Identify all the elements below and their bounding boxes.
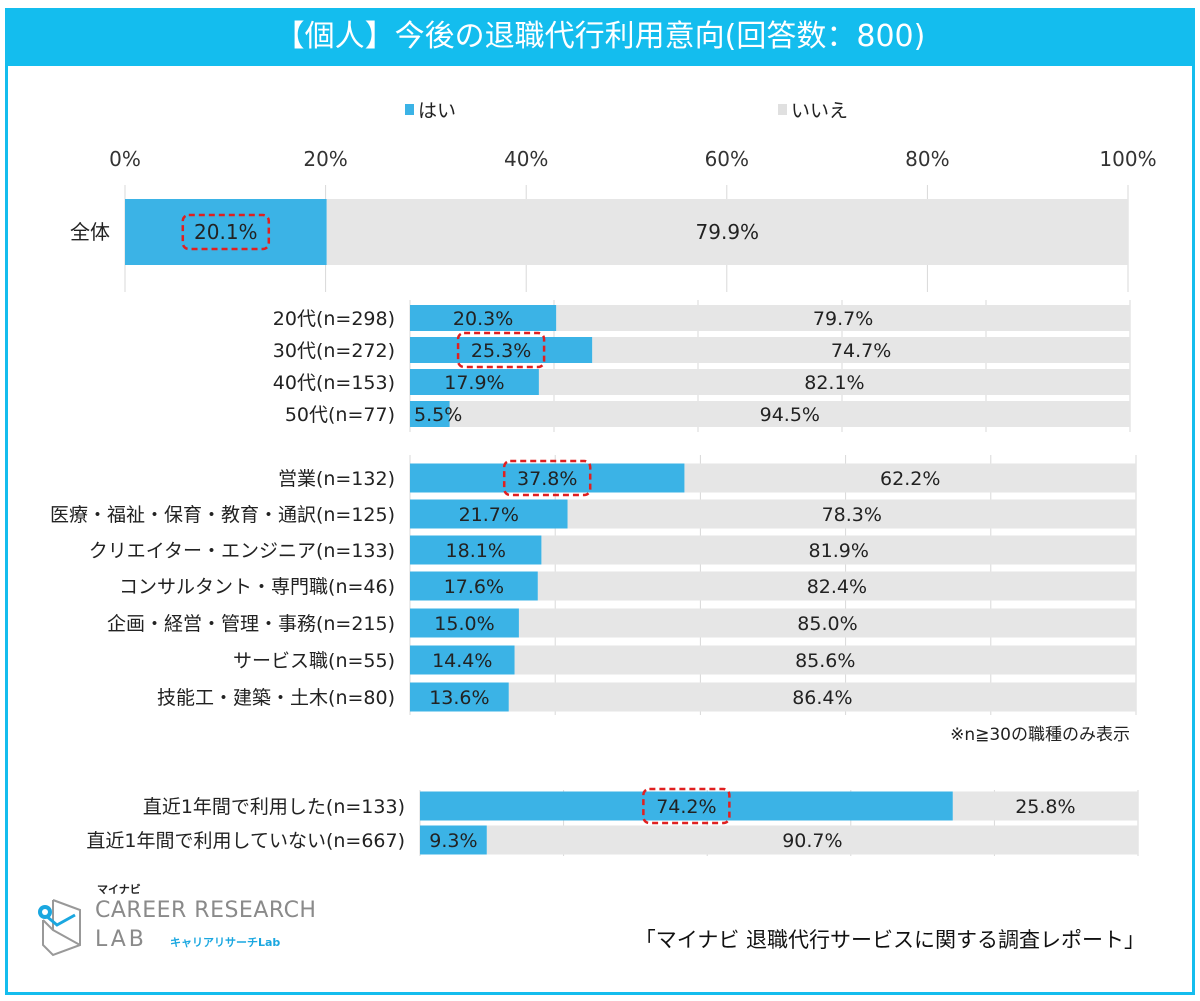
category-label: クリエイター・エンジニア(n=133) [89,540,395,562]
x-tick-label: 80% [905,147,949,171]
x-tick-label: 100% [1099,147,1156,171]
source-text: 「マイナビ 退職代行サービスに関する調査レポート」 [634,928,1145,952]
bar-no [541,535,1136,565]
data-label-no: 82.4% [807,576,867,598]
data-label-no: 94.5% [760,404,820,426]
logo: マイナビ CAREER RESEARCH LAB キャリアリサーチLab [35,884,335,974]
data-label-no: 79.9% [696,220,760,244]
category-label: 30代(n=272) [273,340,395,362]
bar-yes [410,499,568,529]
data-label-yes: 25.3% [471,340,531,362]
bar-yes [420,791,953,821]
category-label: 40代(n=153) [273,372,395,394]
x-tick-label: 60% [705,147,749,171]
data-label-yes: 15.0% [434,613,494,635]
x-tick-label: 0% [109,147,141,171]
category-label: サービス職(n=55) [233,650,395,672]
data-label-yes: 9.3% [429,830,477,852]
bar-no [514,645,1136,675]
highlight-box [181,213,271,251]
category-label: 直近1年間で利用した(n=133) [143,796,405,818]
logo-kana: キャリアリサーチLab [170,936,281,949]
data-label-yes: 20.3% [453,308,513,330]
legend-label-0: はい [418,100,456,122]
data-label-yes: 13.6% [429,687,489,709]
bar-yes [410,401,450,427]
data-label-no: 25.8% [1015,796,1075,818]
data-label-yes: 21.7% [459,504,519,526]
bar-yes [410,369,539,395]
bar-no [592,337,1130,363]
bar-yes [410,571,538,601]
bar-no [486,825,1138,855]
bar-yes [410,337,593,363]
data-label-no: 79.7% [813,308,873,330]
bar-no [538,369,1130,395]
data-label-yes: 14.4% [432,650,492,672]
category-label: 50代(n=77) [285,404,395,426]
bar-yes [410,535,542,565]
data-label-no: 86.4% [792,687,852,709]
data-label-yes: 37.8% [517,468,577,490]
bar-no [508,682,1137,712]
legend-label-1: いいえ [791,100,848,122]
bar-yes [410,608,519,638]
data-label-no: 81.9% [809,540,869,562]
bar-yes [420,825,487,855]
data-label-yes: 74.2% [656,796,716,818]
data-label-no: 85.6% [795,650,855,672]
chart-title: 【個人】今後の退職代行利用意向(回答数：800) [5,8,1195,66]
data-label-yes: 17.9% [444,372,504,394]
bar-no [556,305,1130,331]
data-label-no: 90.7% [782,830,842,852]
data-label-no: 85.0% [797,613,857,635]
data-label-yes: 17.6% [444,576,504,598]
bar-yes [410,645,515,675]
bar-yes [410,305,557,331]
category-label: 企画・経営・管理・事務(n=215) [107,613,395,635]
legend-swatch-1 [778,104,787,115]
highlight-box [502,459,592,497]
highlight-box [456,331,546,369]
bar-no [326,199,1128,265]
bar-no [952,791,1138,821]
bar-yes [125,199,327,265]
bar-no [518,608,1136,638]
logo-line2: LAB [95,927,147,952]
bar-yes [410,463,685,493]
x-tick-label: 20% [303,147,347,171]
category-label: 営業(n=132) [278,468,395,490]
bar-yes [410,682,509,712]
legend-swatch-0 [405,104,414,115]
logo-brand: マイナビ [97,883,141,896]
data-label-yes: 18.1% [446,540,506,562]
bar-no [684,463,1136,493]
category-label: コンサルタント・専門職(n=46) [119,576,395,598]
data-label-yes: 20.1% [194,220,258,244]
category-label: 直近1年間で利用していない(n=667) [86,830,405,852]
bar-no [537,571,1136,601]
data-label-no: 78.3% [822,504,882,526]
x-tick-label: 40% [504,147,548,171]
bar-no [449,401,1131,427]
bar-no [567,499,1136,529]
category-label: 20代(n=298) [273,308,395,330]
logo-cube-icon [38,899,81,957]
data-label-no: 62.2% [880,468,940,490]
data-label-yes: 5.5% [414,404,462,426]
logo-line1: CAREER RESEARCH [95,898,317,923]
highlight-box [642,787,731,825]
data-label-no: 82.1% [804,372,864,394]
data-label-no: 74.7% [831,340,891,362]
category-label: 医療・福祉・保育・教育・通訳(n=125) [50,504,395,526]
category-label: 技能工・建築・土木(n=80) [157,687,395,709]
footnote: ※n≧30の職種のみ表示 [950,725,1130,745]
category-label: 全体 [70,220,110,244]
